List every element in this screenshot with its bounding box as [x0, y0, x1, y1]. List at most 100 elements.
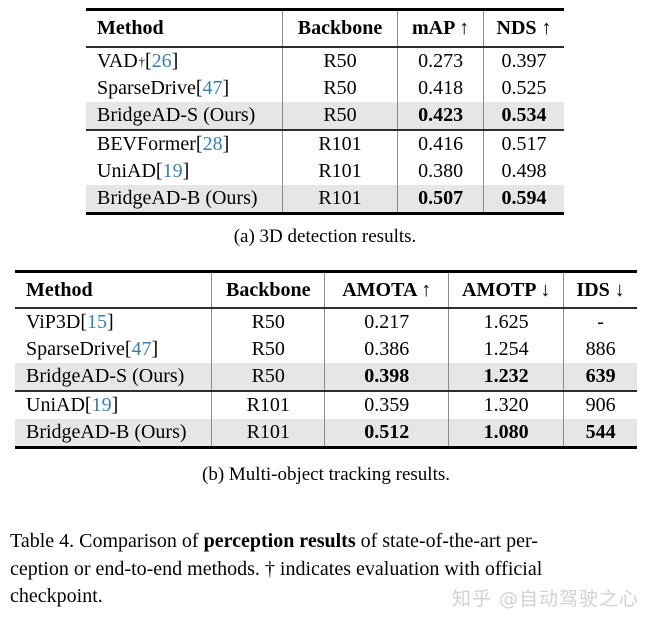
backbone-cell: R101	[212, 392, 326, 419]
method-cell: VAD † [26]	[86, 48, 283, 75]
subcaption-tracking: (b) Multi-object tracking results.	[202, 464, 450, 485]
citation-link[interactable]: 19	[162, 160, 183, 182]
table-bottom-rule	[86, 212, 564, 215]
backbone-cell: R50	[212, 363, 326, 390]
backbone-cell: R101	[283, 185, 399, 212]
tracking-results-table: Method Backbone AMOTA ↑ AMOTP ↓ IDS ↓ ViP3D …	[15, 270, 637, 449]
metric-cell: 544	[585, 421, 616, 443]
metric-cell: 0.507	[398, 185, 485, 212]
citation-link[interactable]: 28	[202, 133, 223, 155]
method-name: ViP3D	[26, 311, 81, 333]
column-header: Backbone	[283, 11, 399, 46]
table-header-row: Method Backbone mAP ↑ NDS ↑	[86, 11, 564, 46]
backbone-cell: R50	[212, 309, 326, 336]
method-name: UniAD	[26, 394, 85, 416]
table-row: BridgeAD-S (Ours) R50 0.398 1.232 639	[15, 363, 637, 390]
table-body: VAD † [26] R50 0.273 0.397 SparseDrive [47] R5…	[86, 48, 564, 212]
caption-line: checkpoint.	[10, 583, 644, 611]
metric-cell: 906	[585, 394, 616, 416]
table-bottom-rule	[15, 446, 637, 449]
method-cell: BridgeAD-S (Ours)	[86, 102, 283, 129]
method-name: VAD	[97, 50, 138, 72]
metric-cell: 639	[585, 365, 616, 387]
table-top-rule	[86, 8, 564, 11]
group-separator-rule	[15, 390, 637, 392]
metric-cell: 0.525	[501, 77, 547, 99]
subcaption-detection: (a) 3D detection results.	[233, 226, 417, 247]
method-name: BridgeAD-S (Ours)	[97, 104, 256, 126]
backbone-cell: R50	[283, 48, 399, 75]
metric-cell: -	[597, 311, 604, 333]
metric-cell: 0.398	[325, 363, 450, 390]
column-header: Backbone	[212, 273, 326, 307]
table-row: BridgeAD-B (Ours) R101 0.507 0.594	[86, 185, 564, 212]
caption-text-segment: ception or end-to-end methods. † indicat…	[10, 557, 543, 580]
metric-cell: 0.386	[325, 336, 450, 363]
method-name: BridgeAD-S (Ours)	[26, 365, 185, 387]
metric-cell: 0.534	[501, 104, 547, 126]
header-rule	[15, 307, 637, 309]
backbone-cell: R101	[283, 158, 399, 185]
metric-cell: 0.418	[398, 75, 485, 102]
table-row: UniAD [19] R101 0.380 0.498	[86, 158, 564, 185]
caption-text-segment: Table 4. Comparison of	[10, 530, 204, 552]
method-cell: UniAD [19]	[15, 392, 213, 419]
citation-link[interactable]: 26	[151, 50, 172, 72]
column-header: AMOTA ↑	[325, 273, 450, 307]
method-cell: UniAD [19]	[86, 158, 283, 185]
caption-line: ception or end-to-end methods. † indicat…	[10, 556, 644, 584]
caption-text-segment: perception results	[203, 530, 356, 552]
metric-cell: 1.625	[449, 309, 565, 336]
method-name: BridgeAD-B (Ours)	[26, 421, 187, 443]
backbone-cell: R50	[283, 75, 399, 102]
table-row: ViP3D [15] R50 0.217 1.625 -	[15, 309, 637, 336]
metric-cell: 1.320	[449, 392, 565, 419]
watermark: 知乎 @自动驾驶之心	[452, 588, 640, 610]
table-row: BridgeAD-B (Ours) R101 0.512 1.080 544	[15, 419, 637, 446]
table-row: UniAD [19] R101 0.359 1.320 906	[15, 392, 637, 419]
detection-results-table: Method Backbone mAP ↑ NDS ↑ VAD † [26] R50 0.2…	[86, 8, 564, 215]
table-top-rule	[15, 270, 637, 273]
metric-cell: 0.512	[325, 419, 450, 446]
citation-link[interactable]: 47	[202, 77, 223, 99]
metric-cell: 1.254	[449, 336, 565, 363]
citation-link[interactable]: 47	[131, 338, 152, 360]
method-name: SparseDrive	[26, 338, 125, 360]
group-separator-rule	[86, 129, 564, 131]
backbone-cell: R101	[283, 131, 399, 158]
column-header: mAP ↑	[398, 11, 485, 46]
method-cell: BridgeAD-B (Ours)	[15, 419, 213, 446]
caption-line: Table 4. Comparison of perception result…	[10, 528, 644, 556]
citation-link[interactable]: 19	[91, 394, 112, 416]
metric-cell: 0.423	[398, 102, 485, 129]
method-name: BridgeAD-B (Ours)	[97, 187, 258, 209]
column-header: AMOTP ↓	[449, 273, 565, 307]
method-cell: ViP3D [15]	[15, 309, 213, 336]
metric-cell: 0.380	[398, 158, 485, 185]
method-name: UniAD	[97, 160, 156, 182]
column-header: Method	[15, 273, 213, 307]
citation-link[interactable]: 15	[87, 311, 108, 333]
metric-cell: 0.273	[398, 48, 485, 75]
backbone-cell: R101	[212, 419, 326, 446]
caption-text-segment: of state-of-the-art per-	[355, 530, 538, 552]
method-cell: SparseDrive [47]	[15, 336, 213, 363]
table-row: BEVFormer [28] R101 0.416 0.517	[86, 131, 564, 158]
backbone-cell: R50	[212, 336, 326, 363]
header-rule	[86, 46, 564, 48]
table-caption: Table 4. Comparison of perception result…	[10, 528, 644, 611]
metric-cell: 886	[585, 338, 616, 360]
method-name: BEVFormer	[97, 133, 196, 155]
column-header: IDS ↓	[576, 278, 625, 301]
metric-cell: 0.498	[501, 160, 547, 182]
method-cell: BridgeAD-B (Ours)	[86, 185, 283, 212]
table-row: BridgeAD-S (Ours) R50 0.423 0.534	[86, 102, 564, 129]
method-cell: BridgeAD-S (Ours)	[15, 363, 213, 390]
table-body: ViP3D [15] R50 0.217 1.625- SparseDrive [47]…	[15, 309, 637, 446]
metric-cell: 0.397	[501, 50, 547, 72]
column-header: NDS ↑	[496, 17, 552, 39]
method-name: SparseDrive	[97, 77, 196, 99]
method-cell: SparseDrive [47]	[86, 75, 283, 102]
metric-cell: 0.359	[325, 392, 450, 419]
